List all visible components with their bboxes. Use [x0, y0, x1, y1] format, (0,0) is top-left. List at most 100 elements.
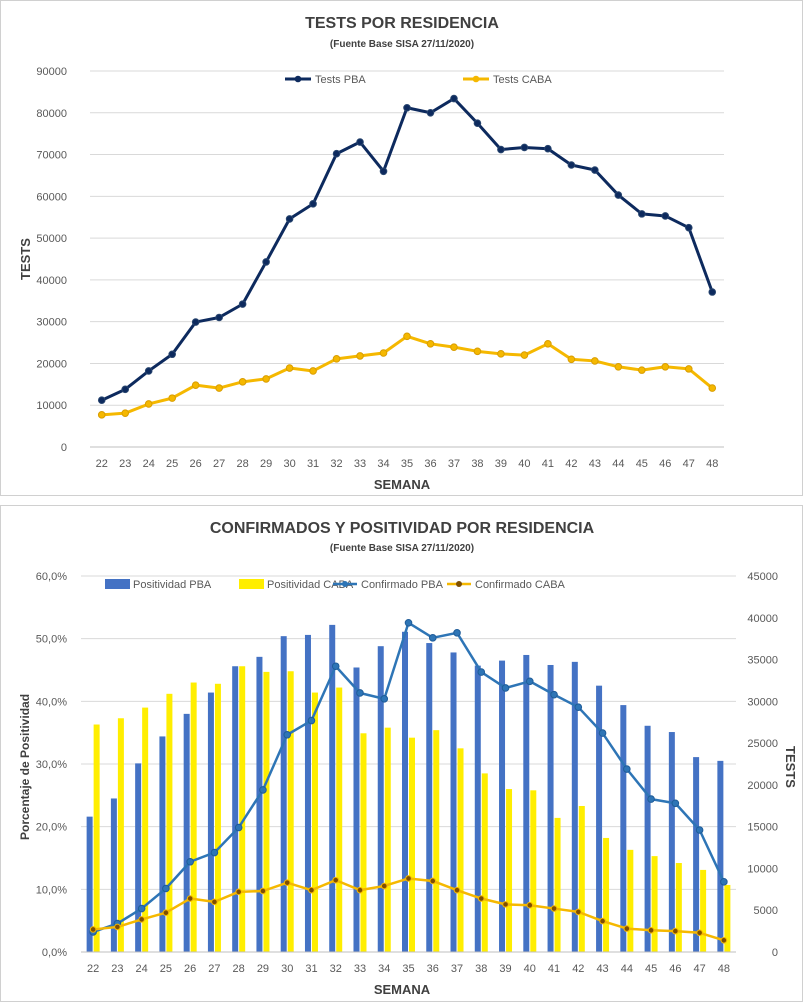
data-point — [473, 119, 482, 128]
y-tick-label: 0,0% — [42, 947, 67, 959]
data-point — [574, 703, 583, 711]
chart-subtitle-date: 27/11/2020) — [421, 39, 474, 50]
x-tick-label: 44 — [612, 458, 624, 470]
x-tick-label: 36 — [427, 963, 439, 975]
legend-label: Positividad PBA — [133, 579, 212, 591]
x-tick-label: 35 — [401, 458, 413, 470]
data-point — [428, 634, 437, 642]
bar — [693, 757, 700, 952]
x-tick-label: 40 — [518, 458, 530, 470]
x-tick-label: 22 — [96, 458, 108, 470]
chart-title: TESTS POR RESIDENCIA — [305, 15, 499, 32]
x-tick-label: 31 — [307, 458, 319, 470]
data-point — [497, 350, 505, 358]
data-point — [262, 258, 270, 266]
data-point — [234, 823, 243, 832]
y-tick-label: 0 — [61, 442, 67, 454]
x-tick-label: 47 — [693, 963, 705, 975]
data-point — [450, 343, 458, 351]
bar — [239, 666, 246, 952]
chart-subtitle-date: 27/11/2020) — [421, 543, 474, 554]
chart-subtitle-source: (Fuente Base SISA — [330, 39, 421, 50]
data-point — [684, 365, 693, 373]
data-point — [403, 103, 411, 112]
legend-marker — [472, 75, 480, 83]
y-tick-label: 30,0% — [36, 759, 67, 771]
data-point — [453, 629, 461, 637]
x-tick-label: 28 — [237, 458, 249, 470]
data-point — [661, 212, 670, 220]
data-point — [450, 94, 458, 103]
legend-swatch — [105, 579, 130, 589]
data-point — [497, 145, 505, 154]
bar — [547, 664, 554, 952]
chart-subtitle-source: (Fuente Base SISA — [330, 543, 421, 554]
x-tick-label: 38 — [475, 963, 487, 975]
legend-label: Confirmado CABA — [475, 579, 566, 591]
bar — [142, 707, 149, 952]
legend-label: Tests CABA — [493, 74, 552, 86]
bars-positividad-pba — [86, 624, 724, 952]
data-point — [403, 332, 411, 341]
x-tick-label: 31 — [305, 963, 317, 975]
bar — [329, 624, 336, 952]
y-tick-label: 50000 — [36, 233, 67, 245]
data-point — [238, 300, 247, 308]
y-tick-label: 50,0% — [36, 634, 67, 646]
bar — [506, 789, 513, 952]
data-point — [285, 215, 294, 223]
x-tick-label: 25 — [166, 458, 178, 470]
legend-marker — [294, 75, 302, 83]
positividad-combo-chart: CONFIRMADOS Y POSITIVIDAD POR RESIDENCIA… — [18, 520, 798, 997]
bar — [481, 773, 488, 952]
bars-positividad-caba — [93, 666, 731, 952]
bar — [596, 685, 603, 952]
x-tick-label: 29 — [257, 963, 269, 975]
x-tick-label: 26 — [190, 458, 202, 470]
legend-swatch — [239, 579, 264, 589]
data-point — [283, 730, 292, 739]
data-point — [426, 108, 435, 117]
x-tick-label: 39 — [495, 458, 507, 470]
data-point — [215, 313, 223, 322]
bar — [499, 660, 506, 952]
x-tick-label: 43 — [596, 963, 608, 975]
y2-tick-label: 25000 — [747, 738, 778, 750]
data-point — [550, 905, 558, 912]
data-point — [647, 795, 655, 803]
x-tick-label: 41 — [542, 458, 554, 470]
data-point — [501, 684, 510, 692]
data-point — [672, 927, 679, 935]
data-point — [380, 882, 388, 890]
x-tick-label: 33 — [354, 963, 366, 975]
data-point — [144, 400, 153, 408]
data-point — [191, 381, 200, 389]
data-point — [210, 848, 219, 857]
bar — [700, 869, 707, 952]
x-tick-label: 38 — [471, 458, 483, 470]
x-tick-label: 32 — [330, 963, 342, 975]
legend-label: Confirmado PBA — [361, 579, 444, 591]
x-tick-label: 46 — [659, 458, 671, 470]
data-point — [356, 138, 364, 146]
bar — [644, 725, 651, 952]
y-axis-title: Porcentaje de Positividad — [18, 694, 32, 840]
bar — [353, 667, 360, 952]
data-point — [379, 349, 388, 357]
data-point — [614, 362, 623, 371]
data-point — [356, 886, 364, 894]
data-point — [575, 908, 582, 916]
bar — [280, 636, 287, 952]
y-tick-label: 60,0% — [36, 571, 67, 583]
y2-tick-label: 20000 — [747, 780, 778, 792]
data-point — [567, 355, 576, 364]
data-point — [191, 318, 200, 326]
bar — [433, 730, 440, 952]
y2-tick-label: 10000 — [747, 863, 778, 875]
x-axis-title: SEMANA — [374, 477, 431, 492]
bar — [675, 863, 682, 952]
x-tick-label: 45 — [636, 458, 648, 470]
tests-chart-panel: TESTS POR RESIDENCIA (Fuente Base SISA 27… — [0, 0, 803, 496]
bar — [159, 736, 166, 952]
series-line-tests-pba — [101, 97, 714, 402]
